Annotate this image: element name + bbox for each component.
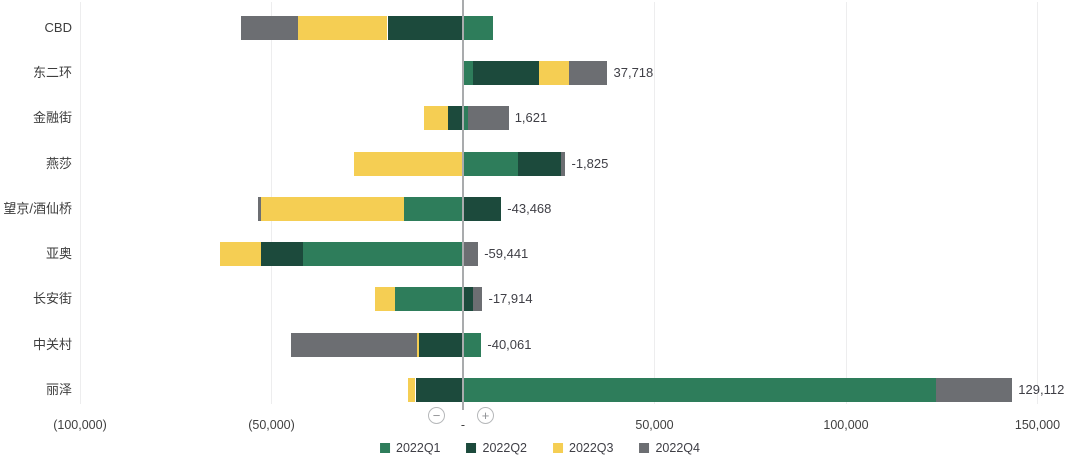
category-label: 丽泽	[45, 382, 72, 398]
legend-swatch-icon	[380, 443, 391, 453]
bar-segment-2022Q3-亚奥[interactable]	[220, 242, 262, 267]
bar-segment-2022Q2-望京/酒仙桥[interactable]	[463, 196, 502, 221]
x-tick-label: 150,000	[1014, 418, 1061, 432]
total-data-label: -17,914	[488, 291, 533, 307]
total-data-label: -40,061	[487, 336, 532, 352]
legend-swatch-icon	[639, 443, 650, 453]
bar-segment-2022Q3-中关村[interactable]	[417, 332, 420, 357]
bar-segment-2022Q3-丽泽[interactable]	[408, 378, 416, 402]
category-label: 长安街	[32, 291, 72, 307]
bar-segment-2022Q3-东二环[interactable]	[538, 60, 570, 85]
bar-segment-2022Q2-亚奥[interactable]	[261, 242, 303, 267]
legend-label: 2022Q1	[396, 441, 441, 455]
category-label: CBD	[44, 19, 72, 35]
bar-segment-2022Q3-金融街[interactable]	[423, 106, 449, 131]
bar-segment-2022Q4-长安街[interactable]	[472, 287, 483, 312]
x-tick-label: (100,000)	[53, 418, 107, 432]
legend-item-2022Q1[interactable]: 2022Q1	[380, 441, 441, 455]
x-tick-label: 100,000	[823, 418, 869, 432]
bar-segment-2022Q1-中关村[interactable]	[463, 332, 482, 357]
x-tick-label: 50,000	[635, 418, 674, 432]
legend-item-2022Q2[interactable]: 2022Q2	[466, 441, 527, 455]
category-label: 燕莎	[45, 155, 72, 171]
bar-segment-2022Q1-燕莎[interactable]	[463, 151, 518, 176]
bar-segment-2022Q1-望京/酒仙桥[interactable]	[403, 196, 463, 221]
legend-swatch-icon	[553, 443, 563, 453]
total-data-label: -59,441	[484, 246, 529, 262]
bar-segment-2022Q2-中关村[interactable]	[419, 332, 463, 357]
legend-swatch-icon	[466, 443, 477, 453]
total-data-label: 1,621	[514, 110, 548, 126]
bar-segment-2022Q4-丽泽[interactable]	[936, 378, 1013, 402]
total-data-label: 37,718	[613, 64, 654, 80]
bar-segment-2022Q4-亚奥[interactable]	[463, 242, 479, 267]
x-tick-label: -	[460, 418, 466, 432]
bar-segment-2022Q4-东二环[interactable]	[569, 60, 608, 85]
x-tick-label: (50,000)	[248, 418, 295, 432]
category-label: 金融街	[32, 110, 72, 126]
bar-segment-2022Q2-丽泽[interactable]	[415, 378, 463, 402]
gridline	[1037, 2, 1038, 404]
bar-segment-2022Q2-长安街[interactable]	[463, 287, 473, 312]
bar-segment-2022Q2-CBD[interactable]	[387, 15, 463, 40]
bar-segment-2022Q1-东二环[interactable]	[463, 60, 473, 85]
bar-segment-2022Q1-长安街[interactable]	[395, 287, 463, 312]
legend-label: 2022Q4	[655, 441, 700, 455]
bar-segment-2022Q1-金融街[interactable]	[463, 106, 469, 131]
bar-segment-2022Q2-金融街[interactable]	[448, 106, 463, 131]
bar-segment-2022Q1-丽泽[interactable]	[463, 378, 936, 402]
bar-segment-2022Q4-CBD[interactable]	[240, 15, 298, 40]
category-label: 中关村	[32, 336, 72, 352]
bar-segment-2022Q1-CBD[interactable]	[463, 15, 494, 40]
bar-segment-2022Q3-长安街[interactable]	[374, 287, 396, 312]
zero-axis-line	[462, 0, 464, 410]
bar-segment-2022Q4-金融街[interactable]	[468, 106, 509, 131]
gridline	[845, 2, 847, 404]
bar-segment-2022Q1-亚奥[interactable]	[302, 242, 463, 267]
bar-segment-2022Q3-CBD[interactable]	[297, 15, 388, 40]
category-label: 望京/酒仙桥	[3, 200, 72, 216]
legend-label: 2022Q3	[569, 441, 614, 455]
bar-segment-2022Q2-燕莎[interactable]	[517, 151, 562, 176]
total-data-label: -1,825	[571, 155, 609, 171]
total-data-label: -43,468	[507, 200, 552, 216]
chart-legend: 2022Q1 2022Q2 2022Q3 2022Q4	[367, 441, 713, 455]
bar-segment-2022Q2-东二环[interactable]	[473, 60, 539, 85]
legend-label: 2022Q2	[482, 441, 527, 455]
bar-segment-2022Q4-燕莎[interactable]	[561, 151, 566, 176]
axis-zoom-in-button[interactable]: +	[477, 407, 494, 424]
bar-segment-2022Q3-望京/酒仙桥[interactable]	[261, 196, 404, 221]
gridline	[654, 2, 655, 404]
gridline	[79, 2, 81, 404]
category-label: 东二环	[32, 64, 72, 80]
bar-segment-2022Q4-望京/酒仙桥[interactable]	[258, 196, 262, 221]
legend-item-2022Q4[interactable]: 2022Q4	[639, 441, 700, 455]
axis-zoom-out-button[interactable]: −	[428, 407, 445, 424]
bar-segment-2022Q4-中关村[interactable]	[291, 332, 418, 357]
category-label: 亚奥	[45, 246, 72, 262]
bar-segment-2022Q3-燕莎[interactable]	[353, 151, 463, 176]
total-data-label: 129,112	[1018, 382, 1065, 398]
legend-item-2022Q3[interactable]: 2022Q3	[553, 441, 613, 455]
